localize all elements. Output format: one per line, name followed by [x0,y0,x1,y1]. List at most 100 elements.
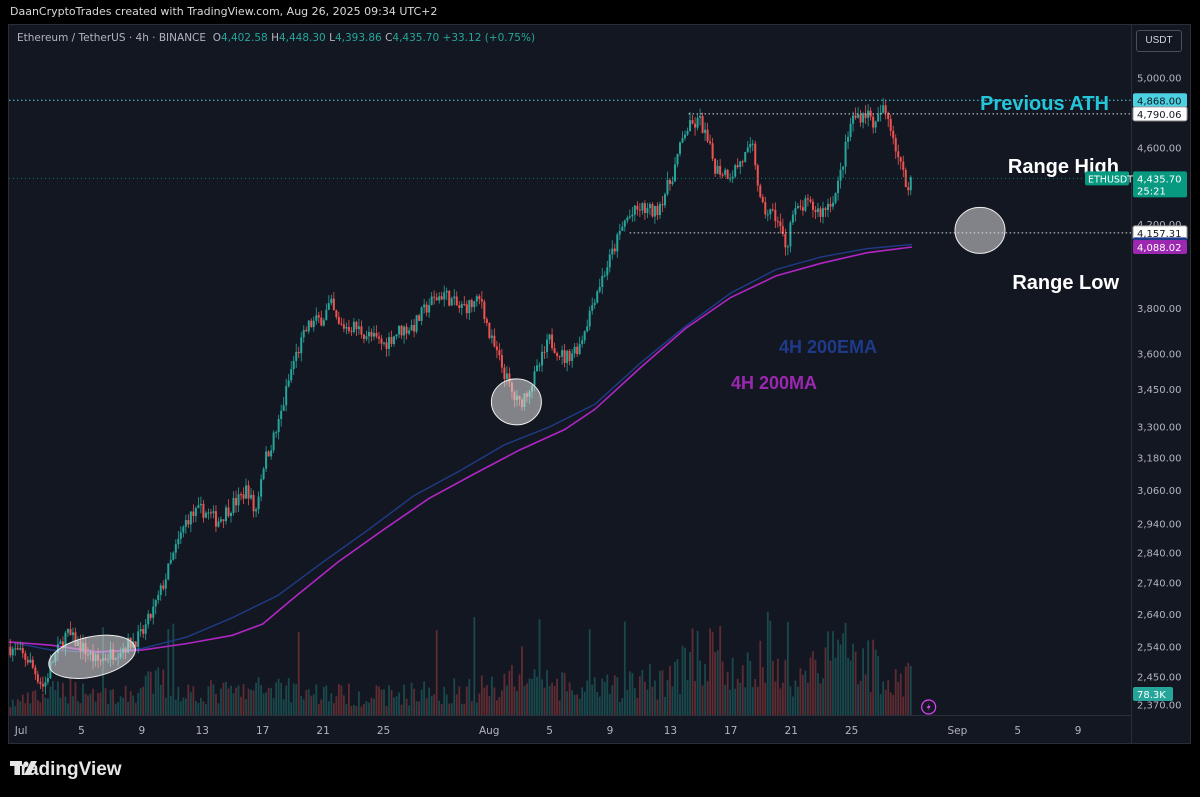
candle-body [423,304,426,308]
volume-tag [1133,687,1173,701]
volume-bar [199,697,202,715]
candle-body [731,176,734,179]
candle-body [74,632,77,646]
volume-bar [786,621,789,715]
volume-bar [54,690,57,715]
volume-bar [571,690,574,715]
candle-body [227,507,230,517]
candle-body [490,335,493,338]
candle-body [270,450,273,457]
volume-bar [335,696,338,715]
volume-bar [122,697,125,715]
candle-body [372,333,375,337]
candle-body [56,644,59,654]
volume-bar [310,695,313,715]
candle-body [204,512,207,518]
tradingview-logo-icon [10,761,37,775]
candle-body [240,494,243,496]
volume-bar [174,699,177,715]
volume-bar [603,682,606,715]
candle-body [566,350,569,364]
candle-body [551,334,554,349]
candle-body [894,138,897,152]
candle-body [34,667,37,675]
candle-body [804,198,807,211]
volume-bar [679,694,681,715]
candle-body [586,326,589,332]
volume-bar [350,705,353,715]
volume-bar [734,688,737,715]
volume-bar [445,694,448,715]
candle-body [61,641,64,649]
volume-bar [872,639,875,715]
volume-bar [270,687,273,715]
volume-bar [598,696,601,715]
candle-body [729,178,732,180]
candle-body [415,315,418,332]
volume-bar [189,692,192,715]
volume-bar [508,670,511,715]
x-tick-label: 9 [607,725,614,737]
volume-bar [117,701,120,715]
candle-body [235,498,238,506]
range-high-price-label: 4,790.06 [1137,110,1182,121]
volume-bar [363,703,365,715]
x-tick-label: 9 [139,725,146,737]
candle-body [197,505,200,508]
volume-bar [450,703,453,715]
candle-body [852,115,855,124]
candle-body [892,130,895,139]
candle-body [237,494,240,506]
volume-bar [212,684,215,715]
candle-body [64,632,67,649]
volume-bar [44,697,47,715]
candle-body [388,336,391,349]
volume-bar [435,630,438,715]
y-tick-label: 4,200.00 [1137,220,1182,231]
close-value: 4,435.70 [392,32,440,44]
candle-body [754,143,757,166]
volume-bar [490,676,493,715]
ohlc-legend: Ethereum / TetherUS · 4h · BINANCE O4,40… [17,32,535,44]
candle-body [603,275,606,277]
volume-bar [240,696,242,715]
volume-bar [49,686,52,715]
volume-bar [297,631,300,715]
candle-body [684,134,687,139]
candle-body [260,479,263,497]
candle-body [307,320,310,332]
candle-body [485,319,488,323]
candle-body [500,355,503,368]
volume-bar [889,692,892,715]
candle-body [719,165,722,175]
currency-button[interactable]: USDT [1136,30,1182,52]
y-tick-label: 2,640.00 [1137,610,1182,621]
candle-body [142,629,145,634]
candle-body [661,204,664,206]
candle-body [154,599,157,607]
volume-bar [533,669,536,715]
volume-bar [114,703,117,715]
candle-body [455,296,458,306]
candle-body [187,520,190,525]
candle-body [789,222,792,247]
volume-bar [112,689,115,715]
candle-body [882,105,885,113]
volume-bar [410,682,413,715]
candle-body [460,304,463,308]
y-tick-label: 3,180.00 [1137,454,1182,465]
volume-bar [754,679,757,715]
candle-body [571,353,574,361]
volume-bar [874,649,877,715]
candle-body [508,373,511,383]
volume-bar [488,696,491,715]
volume-bar [74,682,77,715]
low-value: 4,393.86 [334,32,382,44]
ath-price-label: 4,868.00 [1137,96,1182,107]
volume-bar [29,703,32,715]
candle-body [450,298,453,306]
candle-body [636,205,639,210]
volume-bar [578,698,581,715]
chart-panel[interactable]: Previous ATH Range High Range Low 4H 200EMA… [8,24,1191,744]
